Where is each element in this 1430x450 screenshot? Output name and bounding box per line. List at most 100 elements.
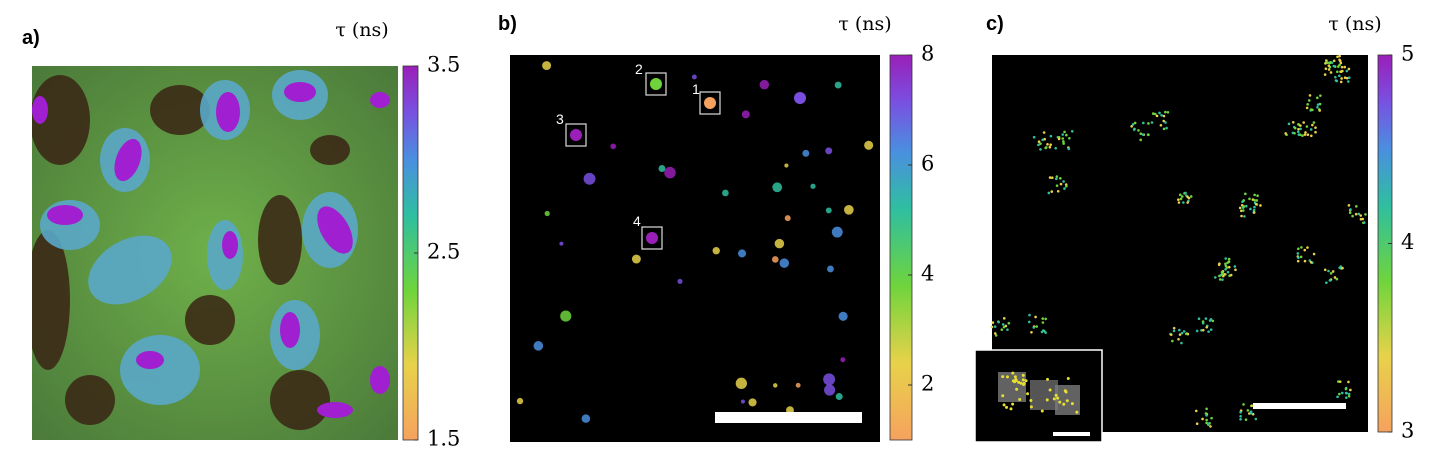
spot [1067,147,1071,151]
spot [559,241,564,246]
inset-dot [1070,402,1074,406]
spot [1314,126,1317,129]
spot [1059,182,1063,186]
colorbar-tick-label: 4 [1401,230,1414,254]
inset-dot [1001,394,1005,398]
spot [1141,133,1145,136]
spot [1233,265,1237,268]
spot [1162,119,1166,123]
spot [1287,122,1291,126]
inset-dot [1029,405,1033,409]
spot [1226,270,1230,274]
spot [1238,206,1242,210]
spot [1151,112,1155,115]
spot [1242,205,1246,208]
inset-dot [1022,382,1026,386]
spot [1311,123,1314,127]
spot [1323,73,1327,76]
spot [1131,123,1135,126]
spot [1316,96,1319,100]
spot [1028,313,1031,317]
colorbar [889,54,913,441]
spot [1299,124,1302,127]
spot [1176,198,1180,201]
colorbar-title: τ (ns) [335,19,388,41]
spot [650,78,662,90]
spot [1164,110,1167,114]
spot [1305,125,1309,128]
spot [658,165,666,172]
spot [1319,94,1322,97]
inset-content [998,372,1080,415]
spot [1359,214,1363,217]
spot [1178,333,1182,336]
spot [1297,247,1300,251]
spot [1218,278,1222,281]
spot [864,140,874,150]
spot [1044,331,1047,334]
spot [1205,407,1208,411]
spot [1296,259,1300,263]
spot [1227,257,1231,261]
spot [1349,208,1352,211]
spot [1164,121,1167,124]
spot [1335,70,1339,74]
spot [1343,76,1347,80]
spot [1338,59,1342,63]
spot [1217,263,1221,267]
spot [1242,199,1246,202]
inset-dot [1052,397,1056,401]
spot [1213,276,1217,279]
spot [840,357,846,363]
spot [691,74,697,80]
colorbar-tick-label: 3.5 [427,53,460,77]
spot [1162,127,1166,131]
spot [993,332,997,335]
spot [631,254,641,264]
spot [1208,319,1212,322]
spot [1165,126,1168,130]
inset-dot [1013,375,1017,379]
spot [1327,64,1331,67]
spot [1220,272,1224,276]
spot [1347,392,1351,396]
spot [1332,59,1336,63]
inset-dot [1065,399,1069,403]
spot [1044,146,1047,150]
spot [1253,193,1256,197]
spot [1041,317,1045,320]
panel-label: c) [986,13,1004,35]
spot [1240,214,1243,218]
spot [1049,134,1053,138]
spot [1227,265,1231,269]
colorbar-tick-label: 3 [1401,419,1414,443]
spot [1182,330,1186,333]
spot [664,166,676,179]
spot [1239,417,1242,421]
roi-label: 4 [633,213,641,229]
spot [838,311,848,321]
spot [1034,315,1037,319]
spot [542,61,552,71]
spot [1338,392,1341,396]
spot [1327,269,1330,273]
spot [1032,135,1036,139]
spot [1328,61,1332,65]
inset-dot [1045,398,1049,402]
inset-dot [1005,405,1009,409]
spot [1059,177,1062,180]
spot [1253,205,1256,209]
spot [1339,80,1343,84]
spot [1030,330,1033,334]
spot [1061,133,1065,136]
spot [1207,422,1210,426]
spot [1337,74,1341,78]
colorbar-tick-label: 4 [921,262,934,286]
spot [722,189,729,197]
spot [1035,325,1039,328]
spot [1001,323,1005,326]
spot [1195,329,1199,333]
spot [1336,380,1340,383]
spot [1345,69,1349,73]
